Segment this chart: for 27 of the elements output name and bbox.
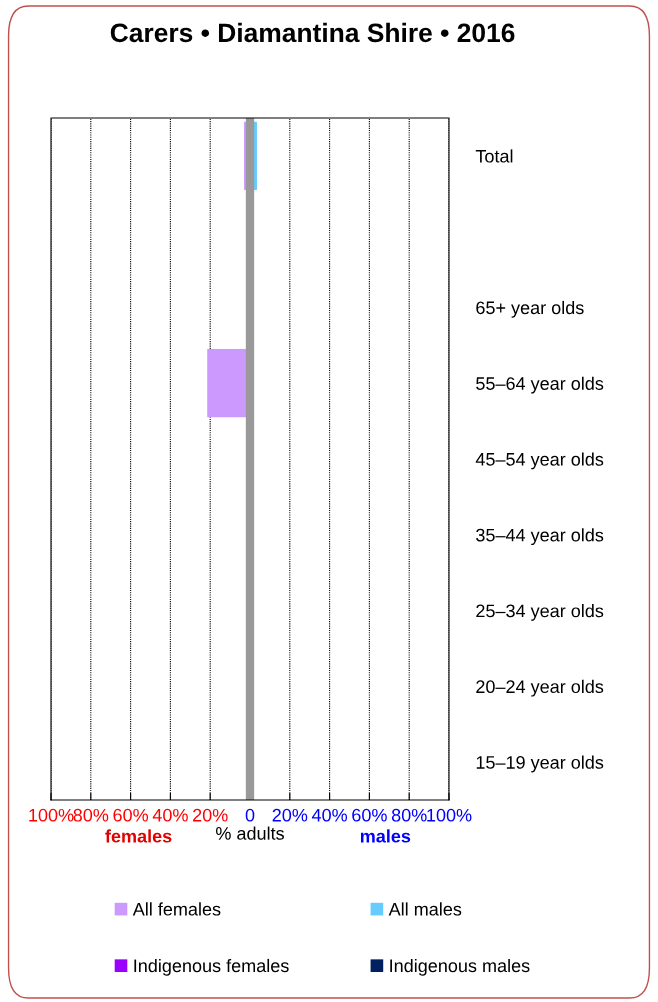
x-tick-label: 40% (311, 808, 348, 822)
x-tick-label: 80% (391, 808, 427, 822)
y-tick-label: 65+ year olds (476, 300, 584, 318)
legend-label: All females (132, 902, 221, 916)
y-tick-label: 45–54 year olds (475, 452, 604, 470)
y-tick-label: 15–19 year olds (476, 755, 604, 773)
chart-title: Carers • Diamantina Shire • 2016 (110, 22, 515, 43)
x-tick-label: 100% (427, 808, 472, 822)
x-tick-label: 20% (272, 808, 308, 822)
x-tick-label: 40% (152, 808, 188, 822)
x-tick-label: 60% (352, 808, 387, 822)
text: females (105, 829, 172, 843)
legend-label: Indigenous females (134, 958, 289, 976)
y-tick-label: Total (475, 149, 513, 163)
x-tick-label: 100% (29, 808, 74, 822)
x-axis-title: % adults (216, 826, 284, 840)
y-tick-label: 20–24 year olds (476, 679, 604, 697)
x-tick-label: 80% (73, 808, 109, 822)
y-tick-label: 55–64 year olds (476, 376, 604, 394)
x-tick-label: 20% (193, 808, 228, 822)
x-tick-label: 0 (245, 808, 255, 822)
text: males (360, 829, 411, 843)
y-tick-label: 25–34 year olds (476, 604, 604, 621)
y-tick-label: 35–44 year olds (476, 528, 604, 546)
x-tick-label: 60% (113, 808, 149, 822)
legend-label: Indigenous males (390, 958, 530, 976)
legend-label: All males (388, 902, 462, 916)
